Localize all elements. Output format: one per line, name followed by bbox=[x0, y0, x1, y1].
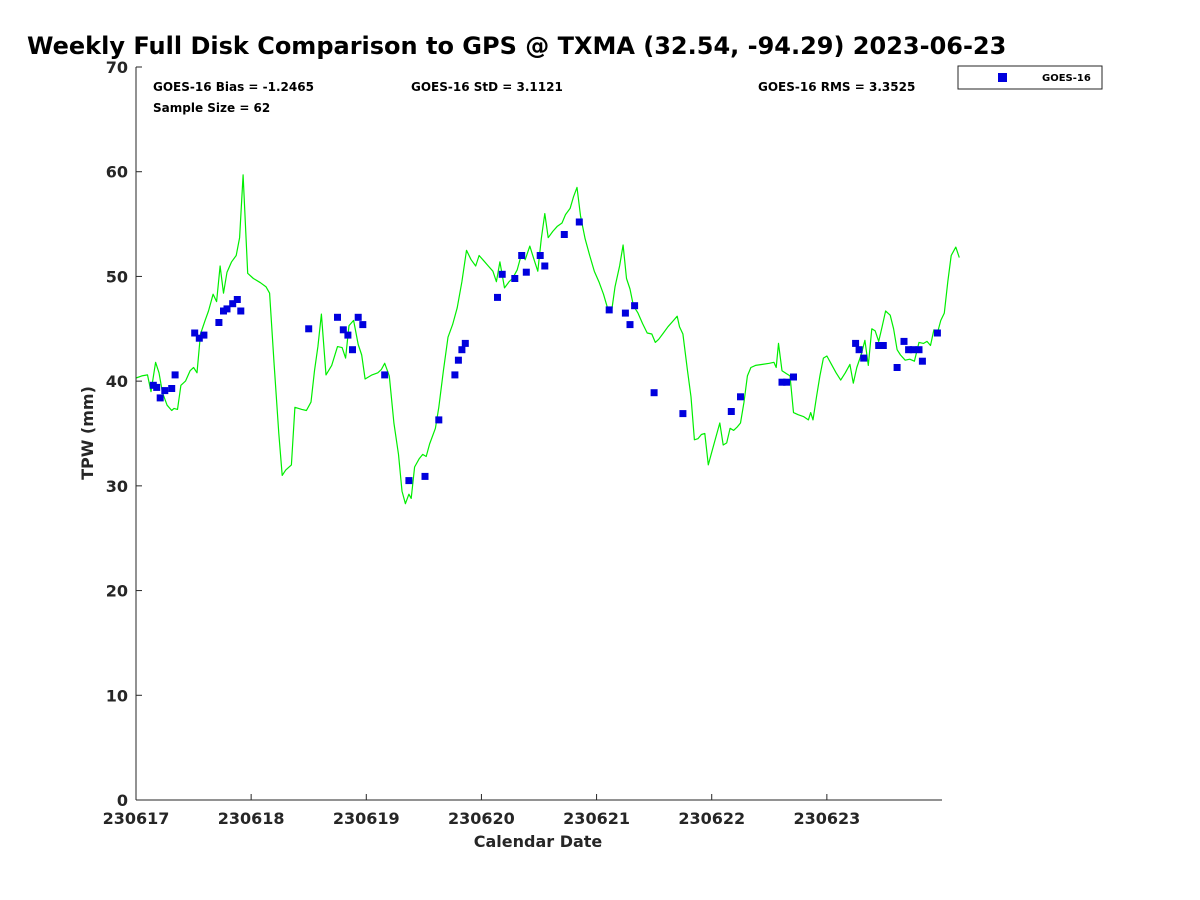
x-tick-label: 230620 bbox=[448, 809, 515, 828]
goes16-point bbox=[237, 307, 245, 315]
goes16-point bbox=[451, 371, 459, 379]
y-tick-label: 30 bbox=[106, 477, 128, 496]
goes16-point bbox=[778, 378, 786, 386]
rms-text: GOES-16 RMS = 3.3525 bbox=[758, 80, 915, 94]
goes16-point bbox=[305, 325, 313, 333]
x-tick-label: 230618 bbox=[218, 809, 285, 828]
bias-text: GOES-16 Bias = -1.2465 bbox=[153, 80, 314, 94]
goes16-point bbox=[860, 354, 868, 362]
goes16-point bbox=[536, 252, 544, 259]
goes16-point bbox=[511, 275, 519, 282]
goes16-point bbox=[461, 339, 469, 347]
line-layer bbox=[135, 174, 960, 505]
goes16-point bbox=[153, 383, 161, 391]
goes16-point bbox=[223, 305, 231, 313]
goes16-point bbox=[605, 306, 613, 314]
goes16-point bbox=[494, 293, 501, 301]
goes16-point bbox=[915, 346, 923, 354]
goes16-point bbox=[339, 326, 347, 334]
goes16-point bbox=[727, 408, 735, 415]
y-axis-label: TPW (mm) bbox=[78, 386, 97, 480]
goes16-point bbox=[893, 364, 901, 371]
legend: GOES-16 bbox=[957, 65, 1103, 90]
goes16-point bbox=[852, 339, 860, 347]
goes16-point bbox=[918, 357, 926, 365]
goes16-point bbox=[195, 334, 203, 342]
goes16-point bbox=[168, 385, 176, 392]
y-tick-label: 50 bbox=[106, 267, 128, 286]
x-tick-label: 230619 bbox=[333, 809, 400, 828]
goes16-point bbox=[855, 346, 863, 354]
goes16-point bbox=[421, 472, 429, 480]
goes16-point bbox=[191, 329, 199, 337]
y-tick-label: 70 bbox=[106, 58, 128, 77]
goes16-point bbox=[435, 416, 443, 424]
goes16-point bbox=[161, 387, 169, 395]
goes16-point bbox=[650, 389, 658, 397]
goes16-point bbox=[522, 268, 530, 276]
goes16-point bbox=[737, 393, 744, 401]
x-axis-label: Calendar Date bbox=[474, 832, 603, 851]
x-tick-label: 230622 bbox=[678, 809, 745, 828]
legend-marker bbox=[998, 73, 1007, 82]
goes16-point bbox=[359, 321, 367, 329]
y-ticks: 0 10 20 30 40 50 60 70 bbox=[106, 58, 142, 810]
chart-title: Weekly Full Disk Comparison to GPS @ TXM… bbox=[27, 32, 1006, 60]
goes16-point bbox=[900, 337, 908, 345]
goes16-point bbox=[541, 262, 549, 270]
goes16-point bbox=[560, 231, 568, 238]
goes16-point bbox=[875, 342, 883, 349]
goes16-point bbox=[575, 218, 583, 226]
goes16-point bbox=[233, 296, 241, 303]
goes16-point bbox=[354, 313, 362, 321]
y-tick-label: 10 bbox=[106, 686, 128, 705]
marker-layer bbox=[149, 218, 941, 485]
x-ticks: 230617 230618 230619 230620 230621 230622 2306… bbox=[103, 794, 860, 828]
goes16-point bbox=[631, 302, 639, 310]
goes16-point bbox=[458, 346, 466, 354]
legend-box bbox=[957, 65, 1103, 90]
goes16-point bbox=[381, 371, 389, 379]
x-tick-label: 230617 bbox=[103, 809, 170, 828]
goes16-point bbox=[905, 346, 913, 354]
goes16-point bbox=[518, 252, 526, 259]
y-tick-label: 60 bbox=[106, 163, 128, 182]
sample-size-text: Sample Size = 62 bbox=[153, 101, 270, 115]
goes16-point bbox=[215, 319, 223, 326]
plot-area: 0 10 20 30 40 50 60 70 230617 230618 230619 230620… bbox=[103, 58, 960, 828]
goes16-point bbox=[344, 331, 352, 339]
goes16-point bbox=[171, 371, 179, 379]
goes16-point bbox=[783, 378, 791, 386]
std-text: GOES-16 StD = 3.1121 bbox=[411, 80, 563, 94]
goes16-point bbox=[626, 321, 634, 329]
goes16-point bbox=[334, 313, 341, 321]
goes16-point bbox=[879, 342, 887, 349]
x-tick-label: 230623 bbox=[793, 809, 860, 828]
goes16-point bbox=[200, 331, 208, 339]
y-tick-label: 20 bbox=[106, 582, 128, 601]
goes16-point bbox=[454, 356, 462, 364]
goes16-point bbox=[349, 346, 356, 354]
y-tick-label: 40 bbox=[106, 372, 128, 391]
y-tick-label: 0 bbox=[117, 791, 128, 810]
goes16-point bbox=[156, 394, 164, 402]
goes16-point bbox=[909, 346, 917, 354]
goes16-point bbox=[933, 329, 941, 337]
goes16-point bbox=[229, 300, 237, 308]
x-tick-label: 230621 bbox=[563, 809, 630, 828]
goes16-point bbox=[405, 477, 413, 485]
goes16-point bbox=[679, 410, 687, 418]
legend-label-goes16: GOES-16 bbox=[1042, 73, 1091, 84]
goes16-point bbox=[498, 270, 506, 278]
gps-line bbox=[135, 174, 960, 505]
goes16-point bbox=[790, 373, 797, 381]
goes16-point bbox=[621, 309, 629, 317]
